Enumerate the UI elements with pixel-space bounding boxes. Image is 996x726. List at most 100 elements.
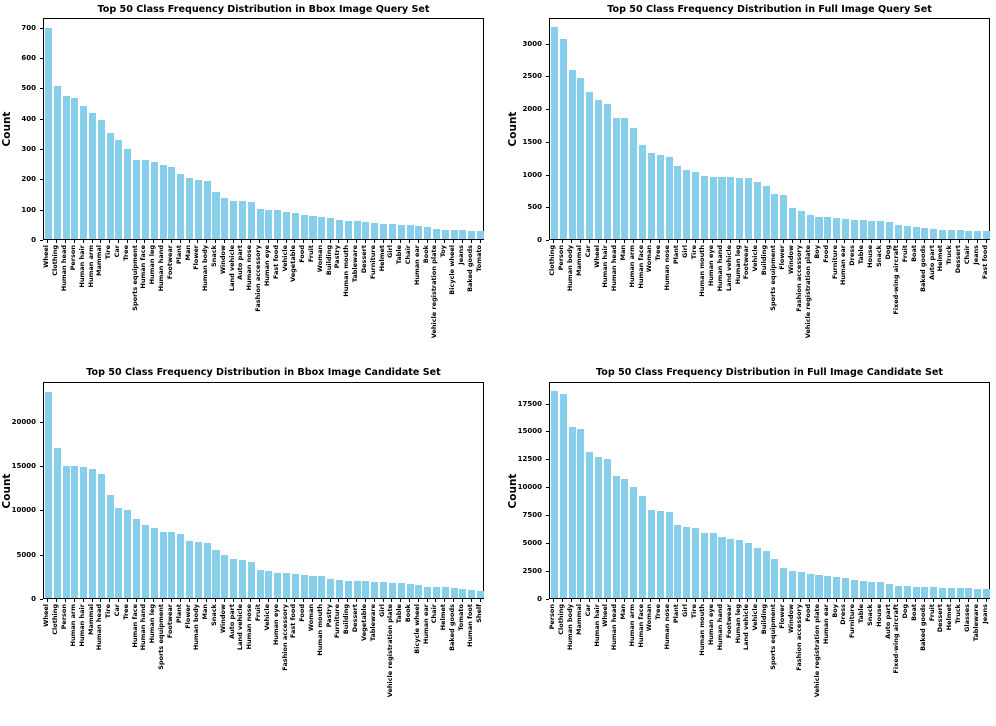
x-tick-mark [632,599,634,602]
x-tick-mark [312,240,313,243]
y-tick-mark [40,27,43,29]
x-tick-mark [294,599,296,602]
x-tick-label: Human face [636,604,645,648]
x-tick-label: Boat [910,245,919,262]
y-axis-label: Count [1,473,13,508]
x-tick-label: Human ear [421,604,430,645]
bar [106,132,114,239]
x-tick-label: Human hand [157,245,166,292]
x-tick-mark [162,240,164,243]
y-tick-mark [546,174,549,176]
bar [459,588,467,598]
x-tick-label: Book [404,604,413,623]
x-tick-mark [729,599,731,602]
x-tick-mark [338,240,340,243]
bar [647,153,655,239]
bar [612,117,620,239]
x-tick-label: Helmet [936,245,945,272]
bar [300,215,308,239]
x-tick-mark [426,599,428,602]
bar [771,193,779,239]
x-tick-mark [844,599,846,602]
x-tick-mark [668,240,670,243]
plot-area [43,382,485,599]
bar [62,96,70,239]
x-tick-label: Fast food [289,604,298,639]
bar [371,222,379,239]
bar [639,144,647,239]
x-tick-mark [818,599,819,602]
x-tick-label: Toy [439,245,448,258]
x-tick-mark [562,599,564,602]
y-tick-mark [546,459,549,461]
bar [586,451,594,598]
x-tick-label: Book [421,245,430,264]
x-tick-mark [135,599,137,602]
y-tick-label: 0 [537,236,542,244]
x-tick-label: Woman [315,245,324,273]
x-tick-label: Fixed-wing aircraft [892,245,901,315]
x-tick-label: Fashion accessory [795,604,804,671]
x-tick-mark [659,599,661,602]
x-tick-label: Pastry [324,604,333,628]
x-tick-label: Human mouth [315,604,324,656]
bar [203,181,211,239]
y-tick-mark [546,43,549,45]
y-tick-mark [40,149,43,151]
bar [947,229,955,239]
x-tick-mark [879,599,881,602]
bar [124,509,132,598]
y-tick-label: 20000 [11,417,36,426]
x-tick-mark [356,240,358,243]
bar [238,201,246,239]
x-tick-label: Human leg [148,604,157,644]
x-tick-mark [950,599,952,602]
bar [647,509,655,598]
x-tick-mark [364,240,366,243]
x-tick-label: Human eye [262,245,271,287]
bar [468,230,476,239]
x-tick-label: Person [68,245,77,271]
x-tick-label: Furniture [848,604,857,639]
x-tick-label: Auto part [927,245,936,280]
x-tick-mark [800,599,802,602]
bar [450,229,458,239]
x-tick-label: Snack [865,604,874,626]
bar [97,119,105,239]
bar [559,38,567,239]
x-tick-mark [294,240,296,243]
bar [630,127,638,239]
x-tick-label: Vegetable [289,245,298,282]
x-tick-mark [241,599,243,602]
x-tick-label: Man [201,604,210,620]
bar [424,586,432,598]
plot-area [549,382,991,599]
x-tick-label: Flower [192,245,201,270]
y-tick-label: 700 [21,23,36,32]
x-tick-mark [329,240,331,243]
x-tick-label: Fashion accessory [254,245,263,312]
bar [912,227,920,239]
x-tick-mark [73,599,75,602]
x-tick-mark [712,599,714,602]
x-tick-mark [479,240,481,243]
bar [709,176,717,239]
x-tick-label: Wheel [592,245,601,268]
x-tick-label: Table [857,245,866,265]
x-tick-label: Food [298,245,307,263]
x-tick-label: Human hand [139,604,148,651]
x-tick-mark [241,240,243,243]
x-tick-label: Snack [209,245,218,267]
x-tick-label: Auto part [236,245,245,280]
x-tick-label: Fixed-wing aircraft [892,604,901,674]
x-tick-mark [470,599,472,602]
x-tick-label: Truck [945,245,954,265]
bar [841,577,849,598]
bar [318,217,326,239]
bar [594,100,603,239]
y-tick-label: 10000 [517,483,542,492]
x-tick-mark [985,599,987,602]
x-tick-label: Fruit [927,604,936,622]
bar [432,229,440,239]
x-tick-label: Flower [183,604,192,629]
